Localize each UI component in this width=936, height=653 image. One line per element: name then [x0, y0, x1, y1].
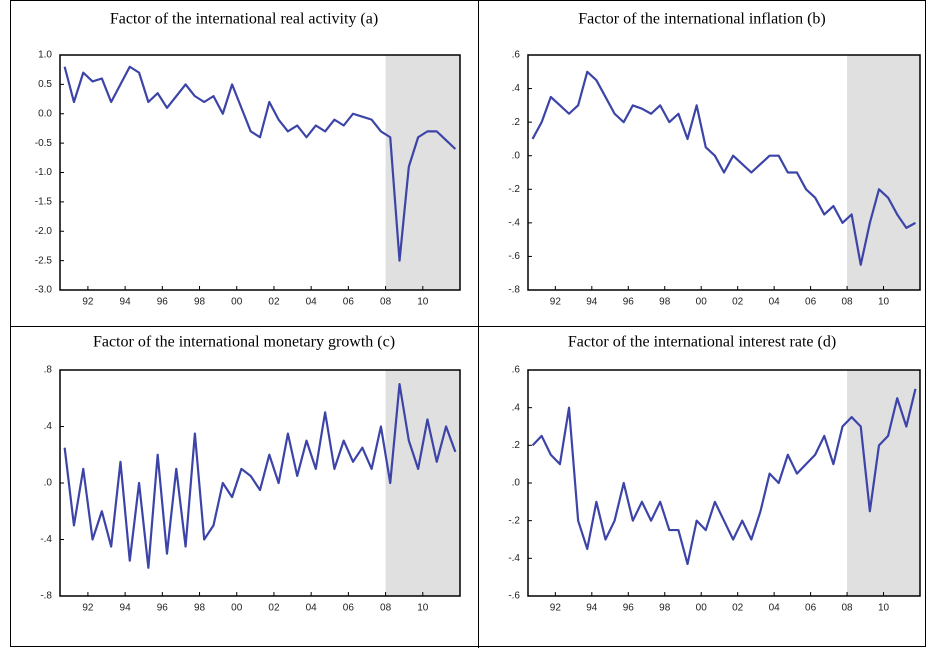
y-tick-label: -.8: [508, 285, 520, 296]
y-tick-label: .0: [44, 478, 53, 489]
x-tick-label: 94: [120, 297, 132, 308]
y-tick-label: -.4: [40, 534, 52, 545]
y-tick-label: -0.5: [35, 138, 53, 149]
x-tick-label: 94: [120, 603, 132, 614]
plot-frame: [59, 54, 461, 291]
y-tick-label: -.8: [40, 591, 52, 602]
shaded-period: [847, 370, 920, 596]
y-tick-label: -.6: [508, 251, 520, 262]
plot-frame: [527, 54, 921, 291]
y-tick-label: .8: [44, 365, 53, 376]
x-tick-label: 10: [417, 603, 429, 614]
data-line: [63, 65, 457, 262]
y-tick-label: 0.0: [38, 108, 52, 119]
y-tick-label: -1.5: [35, 197, 53, 208]
x-tick-label: 92: [82, 297, 94, 308]
y-tick-label: -.4: [508, 217, 520, 228]
x-tick-label: 10: [417, 297, 429, 308]
x-tick-label: 96: [623, 603, 635, 614]
x-tick-label: 02: [268, 297, 280, 308]
panel: Factor of the international real activit…: [35, 11, 461, 308]
table-border: [10, 0, 926, 647]
x-tick-label: 08: [842, 603, 854, 614]
chart-title: Factor of the international inflation (b…: [578, 11, 825, 28]
y-tick-label: -.4: [508, 553, 520, 564]
plot-frame: [527, 369, 921, 597]
y-tick-label: -1.0: [35, 167, 53, 178]
x-tick-label: 08: [380, 297, 392, 308]
y-tick-label: -2.0: [35, 226, 53, 237]
data-line: [63, 383, 457, 569]
y-tick-label: .0: [512, 478, 521, 489]
y-tick-label: .4: [44, 421, 53, 432]
plot-frame: [59, 369, 461, 597]
x-tick-label: 96: [623, 297, 635, 308]
y-tick-label: .0: [512, 150, 521, 161]
x-tick-label: 00: [231, 603, 243, 614]
chart-title: Factor of the international monetary gro…: [93, 334, 395, 351]
chart-title: Factor of the international interest rat…: [568, 334, 836, 351]
x-tick-label: 04: [769, 603, 781, 614]
y-tick-label: 1.0: [38, 50, 52, 61]
x-tick-label: 02: [268, 603, 280, 614]
y-tick-label: .4: [512, 83, 521, 94]
x-tick-label: 08: [380, 603, 392, 614]
x-tick-label: 10: [878, 603, 890, 614]
x-tick-label: 00: [696, 603, 708, 614]
y-tick-label: -.6: [508, 591, 520, 602]
y-tick-label: .4: [512, 402, 521, 413]
x-tick-label: 94: [586, 603, 598, 614]
x-tick-label: 06: [343, 297, 355, 308]
x-tick-label: 02: [732, 297, 744, 308]
y-tick-label: .2: [512, 440, 521, 451]
y-tick-label: -.2: [508, 184, 520, 195]
x-tick-label: 98: [194, 603, 206, 614]
x-tick-label: 00: [231, 297, 243, 308]
x-tick-label: 92: [550, 603, 562, 614]
y-tick-label: .2: [512, 117, 521, 128]
x-tick-label: 04: [306, 297, 318, 308]
x-tick-label: 96: [157, 297, 169, 308]
x-tick-label: 92: [550, 297, 562, 308]
x-tick-label: 92: [82, 603, 94, 614]
y-tick-label: .6: [512, 365, 521, 376]
x-tick-label: 94: [586, 297, 598, 308]
x-tick-label: 08: [842, 297, 854, 308]
panel: Factor of the international monetary gro…: [40, 334, 461, 614]
y-tick-label: .6: [512, 50, 521, 61]
x-tick-label: 00: [696, 297, 708, 308]
panel: Factor of the international interest rat…: [508, 334, 921, 614]
x-tick-label: 04: [769, 297, 781, 308]
x-tick-label: 02: [732, 603, 744, 614]
y-tick-label: -2.5: [35, 255, 53, 266]
y-tick-label: -3.0: [35, 285, 53, 296]
shaded-period: [385, 55, 460, 290]
x-tick-label: 06: [805, 297, 817, 308]
x-tick-label: 06: [343, 603, 355, 614]
x-tick-label: 98: [659, 603, 671, 614]
x-tick-label: 06: [805, 603, 817, 614]
y-tick-label: -.2: [508, 515, 520, 526]
x-tick-label: 96: [157, 603, 169, 614]
chart-title: Factor of the international real activit…: [110, 11, 378, 28]
panel: Factor of the international inflation (b…: [508, 11, 921, 308]
y-tick-label: 0.5: [38, 79, 52, 90]
x-tick-label: 10: [878, 297, 890, 308]
data-line: [531, 70, 916, 266]
x-tick-label: 98: [659, 297, 671, 308]
data-line: [531, 388, 917, 566]
x-tick-label: 98: [194, 297, 206, 308]
x-tick-label: 04: [306, 603, 318, 614]
